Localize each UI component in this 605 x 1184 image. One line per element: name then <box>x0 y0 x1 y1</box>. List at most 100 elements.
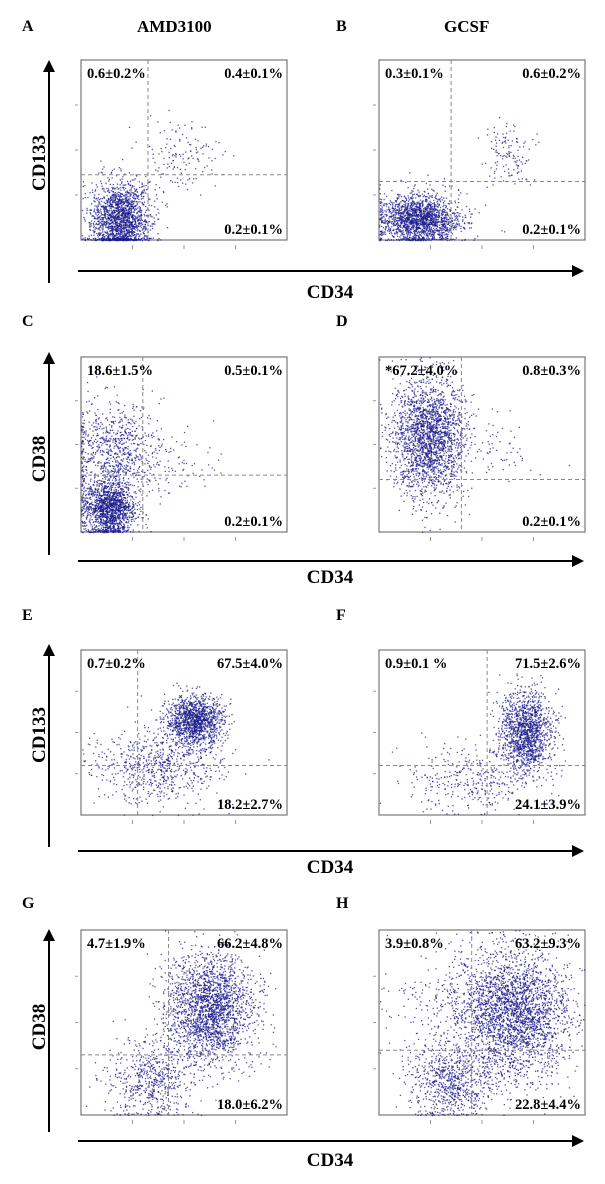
event-dot <box>496 161 498 163</box>
event-dot <box>417 230 420 232</box>
event-dot <box>535 144 537 146</box>
event-dot <box>106 522 108 525</box>
event-dot <box>392 214 394 217</box>
event-dot <box>116 237 118 239</box>
event-dot <box>398 208 400 210</box>
event-dot <box>111 226 114 228</box>
event-dot <box>398 194 400 196</box>
event-dot <box>425 212 427 215</box>
event-dot <box>432 218 434 220</box>
event-dot <box>422 232 424 234</box>
event-dot <box>478 212 480 214</box>
event-dot <box>130 224 132 226</box>
event-dot <box>117 495 119 497</box>
event-dot <box>99 522 101 524</box>
event-dot <box>107 494 109 496</box>
event-dot <box>408 225 411 227</box>
panel-label-c: C <box>22 313 34 330</box>
event-dot <box>122 187 124 189</box>
event-dot <box>98 528 100 530</box>
event-dot <box>415 222 417 224</box>
event-dot <box>110 190 112 192</box>
event-dot <box>145 226 147 228</box>
event-dot <box>99 492 101 495</box>
event-dot <box>118 216 120 218</box>
event-dot <box>116 193 118 195</box>
event-dot <box>394 214 396 216</box>
event-dot <box>148 204 150 206</box>
event-dot <box>133 506 135 508</box>
event-dot <box>138 237 140 240</box>
event-dot <box>114 199 116 201</box>
event-dot <box>425 226 428 228</box>
event-dot <box>434 231 436 233</box>
event-dot <box>390 239 393 241</box>
event-dot <box>393 208 395 210</box>
event-dot <box>398 239 400 242</box>
event-dot <box>115 509 117 511</box>
event-dot <box>134 223 137 225</box>
event-dot <box>126 191 128 193</box>
event-dot <box>395 213 397 215</box>
event-dot <box>118 195 120 197</box>
event-dot <box>439 226 441 229</box>
event-dot <box>391 202 393 204</box>
event-dot <box>103 221 105 223</box>
event-dot <box>166 167 168 169</box>
event-dot <box>406 217 408 219</box>
event-dot <box>119 513 122 516</box>
event-dot <box>134 197 137 200</box>
event-dot <box>111 218 113 220</box>
event-dot <box>111 233 113 235</box>
quadrant-percentage-upper-left: 0.3±0.1% <box>385 66 444 82</box>
event-dot <box>412 239 415 241</box>
event-dot <box>115 230 117 232</box>
event-dot <box>493 126 495 129</box>
event-dot <box>448 218 450 221</box>
event-dot <box>90 234 93 236</box>
event-dot <box>126 223 128 225</box>
event-dot <box>419 194 421 197</box>
event-dot <box>407 216 410 218</box>
event-dot <box>427 174 429 176</box>
event-dot <box>411 192 413 194</box>
event-dot <box>134 238 136 240</box>
event-dot <box>508 175 510 177</box>
event-dot <box>124 233 127 235</box>
event-dot <box>383 233 385 235</box>
event-dot <box>385 226 388 228</box>
event-dot <box>418 219 420 221</box>
event-dot <box>128 492 130 494</box>
event-dot <box>388 230 390 232</box>
event-dot <box>522 146 525 148</box>
event-dot <box>417 238 419 240</box>
event-dot <box>100 521 102 523</box>
event-dot <box>131 215 133 217</box>
event-dot <box>104 215 107 217</box>
event-dot <box>139 230 142 232</box>
event-dot <box>404 196 406 198</box>
event-dot <box>127 183 130 186</box>
event-dot <box>516 172 519 174</box>
event-dot <box>125 498 127 500</box>
event-dot <box>104 532 106 534</box>
event-dot <box>136 212 138 215</box>
event-dot <box>121 196 123 198</box>
event-dot <box>163 130 166 132</box>
event-dot <box>89 503 91 505</box>
event-dot <box>517 164 519 167</box>
panel-label-d: D <box>336 313 348 330</box>
event-dot <box>122 490 124 493</box>
event-dot <box>103 520 105 522</box>
event-dot <box>81 520 83 522</box>
event-dot <box>495 168 498 170</box>
event-dot <box>101 205 103 207</box>
event-dot <box>503 154 505 157</box>
event-dot <box>426 217 429 219</box>
event-dot <box>424 196 426 198</box>
event-dot <box>404 225 406 227</box>
event-dot <box>425 206 427 209</box>
event-dot <box>81 509 83 511</box>
event-dot <box>143 235 145 237</box>
event-dot <box>138 222 141 224</box>
